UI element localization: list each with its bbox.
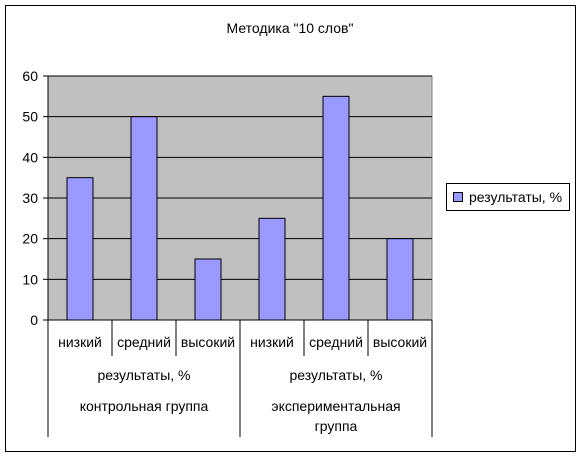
x-category-label: низкий <box>250 334 294 350</box>
chart-frame <box>5 5 576 452</box>
y-tick-label: 0 <box>30 312 38 328</box>
x-supergroup-label: экспериментальная группа <box>271 398 400 434</box>
x-group-label: результаты, % <box>289 367 382 383</box>
x-category-label: средний <box>309 334 363 350</box>
bar <box>66 177 94 321</box>
x-category-label: высокий <box>373 334 427 350</box>
bar <box>258 217 286 321</box>
legend-swatch <box>453 192 463 202</box>
bar <box>386 238 414 321</box>
x-supergroup-label: контрольная группа <box>80 398 209 414</box>
y-tick-label: 20 <box>22 231 38 247</box>
x-category-label: средний <box>117 334 171 350</box>
bar <box>322 95 350 321</box>
axes <box>43 75 433 437</box>
y-tick-label: 30 <box>22 190 38 206</box>
gridlines <box>48 75 432 280</box>
y-tick-label: 10 <box>22 271 38 287</box>
x-category-label: высокий <box>181 334 235 350</box>
bar <box>130 116 158 321</box>
chart-title: Методика "10 слов" <box>227 20 354 36</box>
x-group-label: результаты, % <box>97 367 190 383</box>
y-tick-label: 60 <box>22 68 38 84</box>
legend: результаты, % <box>446 183 570 211</box>
y-tick-label: 50 <box>22 109 38 125</box>
bars <box>66 95 414 321</box>
y-tick-label: 40 <box>22 149 38 165</box>
bar <box>194 258 222 321</box>
legend-label: результаты, % <box>469 189 563 205</box>
x-category-label: низкий <box>58 334 102 350</box>
